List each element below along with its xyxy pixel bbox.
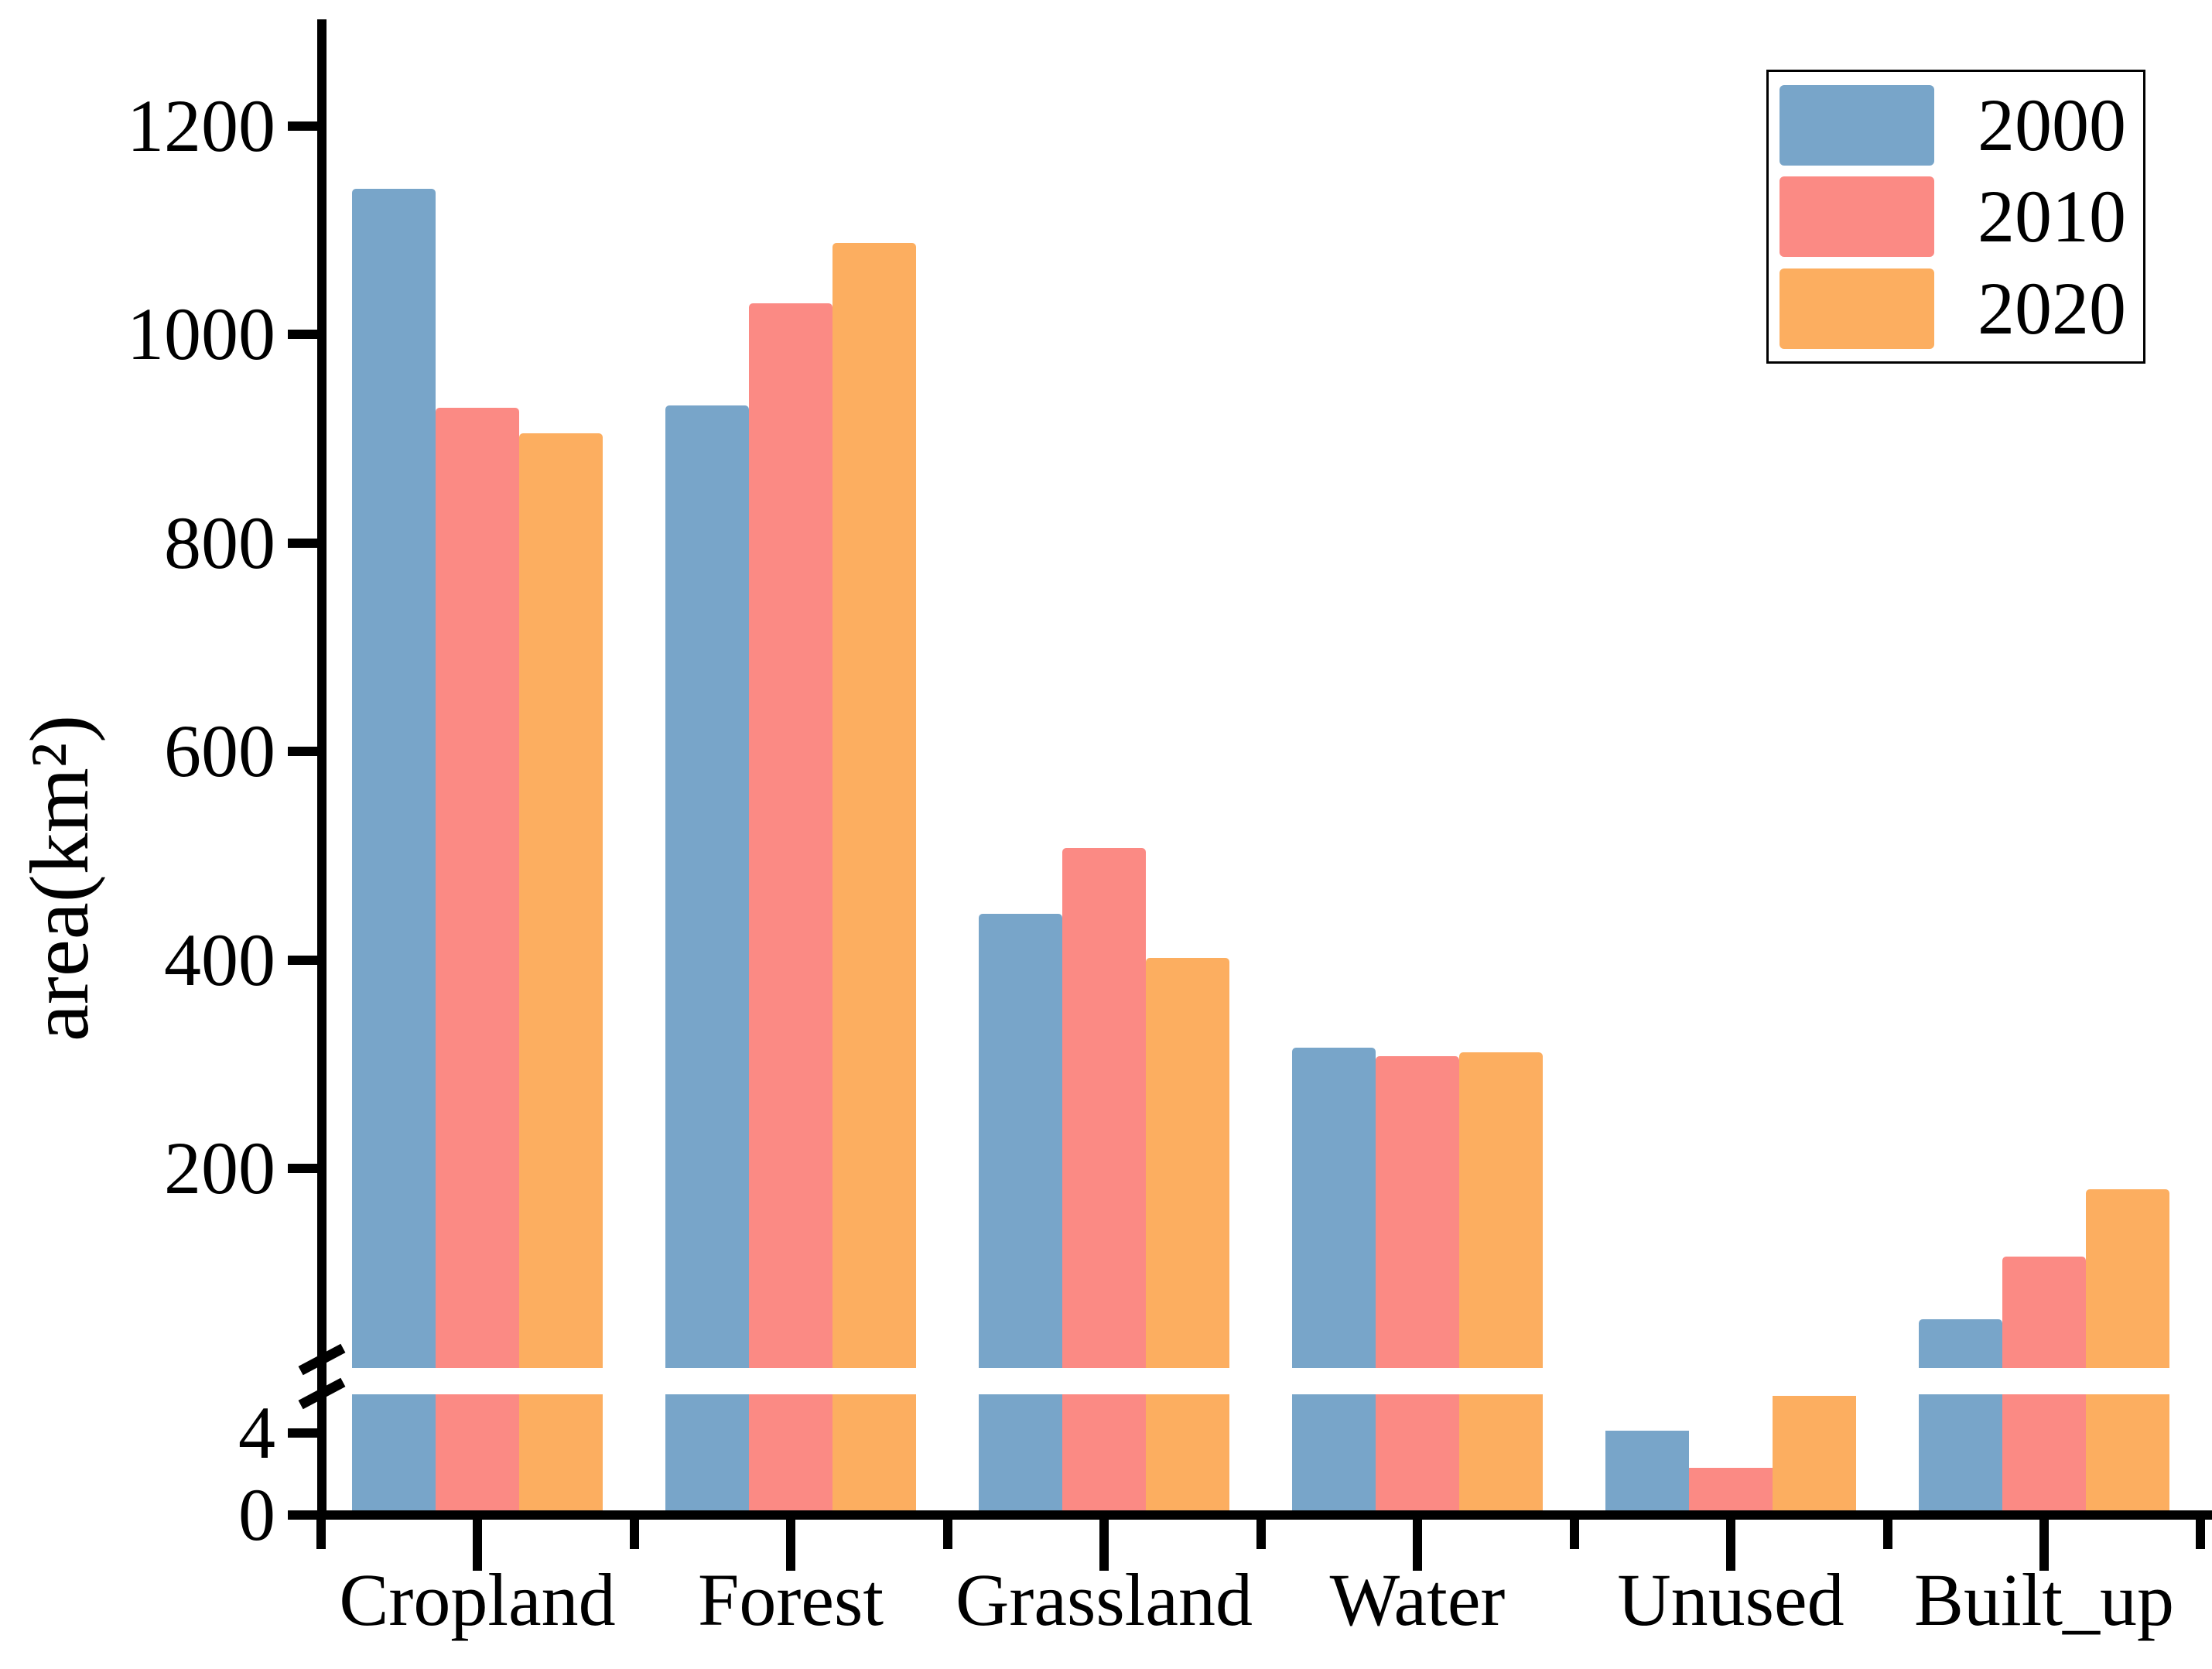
bar-grassland-2010-upper bbox=[1062, 848, 1146, 1368]
x-boundary-tick bbox=[1256, 1510, 1266, 1549]
legend-label-2000: 2000 bbox=[1978, 83, 2126, 166]
category-label-forest: Forest bbox=[698, 1558, 884, 1641]
category-label-cropland: Cropland bbox=[339, 1558, 616, 1641]
legend: 2000 2010 2020 bbox=[1766, 70, 2145, 364]
x-boundary-tick bbox=[943, 1510, 952, 1549]
x-center-tick-unused bbox=[1726, 1510, 1735, 1571]
y-tick-label-800: 800 bbox=[164, 501, 275, 584]
bar-built_up-2010-upper bbox=[2002, 1257, 2086, 1368]
x-boundary-tick bbox=[316, 1510, 326, 1549]
bar-forest-2000-upper bbox=[665, 405, 749, 1368]
x-boundary-tick bbox=[1883, 1510, 1892, 1549]
y-tick-0 bbox=[288, 1510, 317, 1520]
x-boundary-tick bbox=[2196, 1510, 2205, 1549]
y-tick-label-4: 4 bbox=[238, 1391, 275, 1474]
bar-water-2010-lower bbox=[1376, 1394, 1459, 1510]
x-center-tick-water bbox=[1413, 1510, 1422, 1571]
bar-water-2010-upper bbox=[1376, 1055, 1459, 1368]
bar-unused-2020-lower bbox=[1773, 1396, 1856, 1510]
bar-cropland-2020-lower bbox=[519, 1394, 603, 1510]
bar-unused-2000-lower bbox=[1605, 1431, 1689, 1510]
category-label-unused: Unused bbox=[1617, 1558, 1844, 1641]
y-tick-label-200: 200 bbox=[164, 1127, 275, 1209]
x-center-tick-cropland bbox=[473, 1510, 482, 1571]
bar-built_up-2020-upper bbox=[2086, 1188, 2169, 1368]
bar-built_up-2000-lower bbox=[1919, 1394, 2002, 1510]
legend-swatch-2010 bbox=[1780, 176, 1934, 257]
bar-water-2020-lower bbox=[1459, 1394, 1543, 1510]
bar-grassland-2020-lower bbox=[1146, 1394, 1229, 1510]
legend-swatch-2000 bbox=[1780, 84, 1934, 166]
bar-cropland-2000-upper bbox=[352, 188, 436, 1368]
bar-forest-2010-lower bbox=[749, 1394, 832, 1510]
x-center-tick-grassland bbox=[1099, 1510, 1109, 1571]
bar-forest-2020-upper bbox=[832, 242, 916, 1368]
bar-water-2000-upper bbox=[1292, 1047, 1376, 1368]
bar-water-2000-lower bbox=[1292, 1394, 1376, 1510]
y-tick-400 bbox=[288, 955, 317, 965]
y-tick-200 bbox=[288, 1164, 317, 1173]
x-boundary-tick bbox=[630, 1510, 639, 1549]
legend-label-2020: 2020 bbox=[1978, 266, 2126, 350]
legend-row-2010: 2010 bbox=[1769, 173, 2143, 260]
x-center-tick-forest bbox=[786, 1510, 795, 1571]
y-tick-4 bbox=[288, 1428, 317, 1438]
bar-forest-2000-lower bbox=[665, 1394, 749, 1510]
bar-unused-2010-lower bbox=[1689, 1468, 1773, 1510]
bar-built_up-2000-upper bbox=[1919, 1319, 2002, 1368]
bar-cropland-2010-upper bbox=[436, 407, 519, 1368]
x-center-tick-built_up bbox=[2039, 1510, 2049, 1571]
x-axis-line bbox=[291, 1510, 2212, 1520]
y-tick-label-0: 0 bbox=[238, 1473, 275, 1556]
y-tick-1200 bbox=[288, 121, 317, 131]
legend-label-2010: 2010 bbox=[1978, 175, 2126, 258]
y-tick-label-1000: 1000 bbox=[127, 292, 275, 376]
bar-forest-2010-upper bbox=[749, 303, 832, 1368]
category-label-built_up: Built_up bbox=[1913, 1558, 2175, 1641]
bar-cropland-2010-lower bbox=[436, 1394, 519, 1510]
category-label-grassland: Grassland bbox=[956, 1558, 1253, 1641]
x-boundary-tick bbox=[1570, 1510, 1579, 1549]
y-tick-label-600: 600 bbox=[164, 710, 275, 793]
legend-row-2000: 2000 bbox=[1769, 82, 2143, 169]
y-tick-label-400: 400 bbox=[164, 918, 275, 1001]
y-tick-label-1200: 1200 bbox=[127, 84, 275, 167]
bar-water-2020-upper bbox=[1459, 1052, 1543, 1368]
y-tick-800 bbox=[288, 538, 317, 548]
bar-built_up-2010-lower bbox=[2002, 1394, 2086, 1510]
bar-cropland-2020-upper bbox=[519, 433, 603, 1368]
category-label-water: Water bbox=[1329, 1558, 1506, 1641]
bar-cropland-2000-lower bbox=[352, 1394, 436, 1510]
bar-built_up-2020-lower bbox=[2086, 1394, 2169, 1510]
y-tick-600 bbox=[288, 747, 317, 757]
bar-forest-2020-lower bbox=[832, 1394, 916, 1510]
y-axis-line bbox=[317, 19, 327, 1520]
legend-swatch-2020 bbox=[1780, 268, 1934, 349]
legend-row-2020: 2020 bbox=[1769, 265, 2143, 352]
bar-grassland-2020-upper bbox=[1146, 957, 1229, 1368]
y-tick-1000 bbox=[288, 330, 317, 340]
bar-grassland-2000-lower bbox=[979, 1394, 1062, 1510]
bar-grassland-2000-upper bbox=[979, 914, 1062, 1368]
bar-grassland-2010-lower bbox=[1062, 1394, 1146, 1510]
